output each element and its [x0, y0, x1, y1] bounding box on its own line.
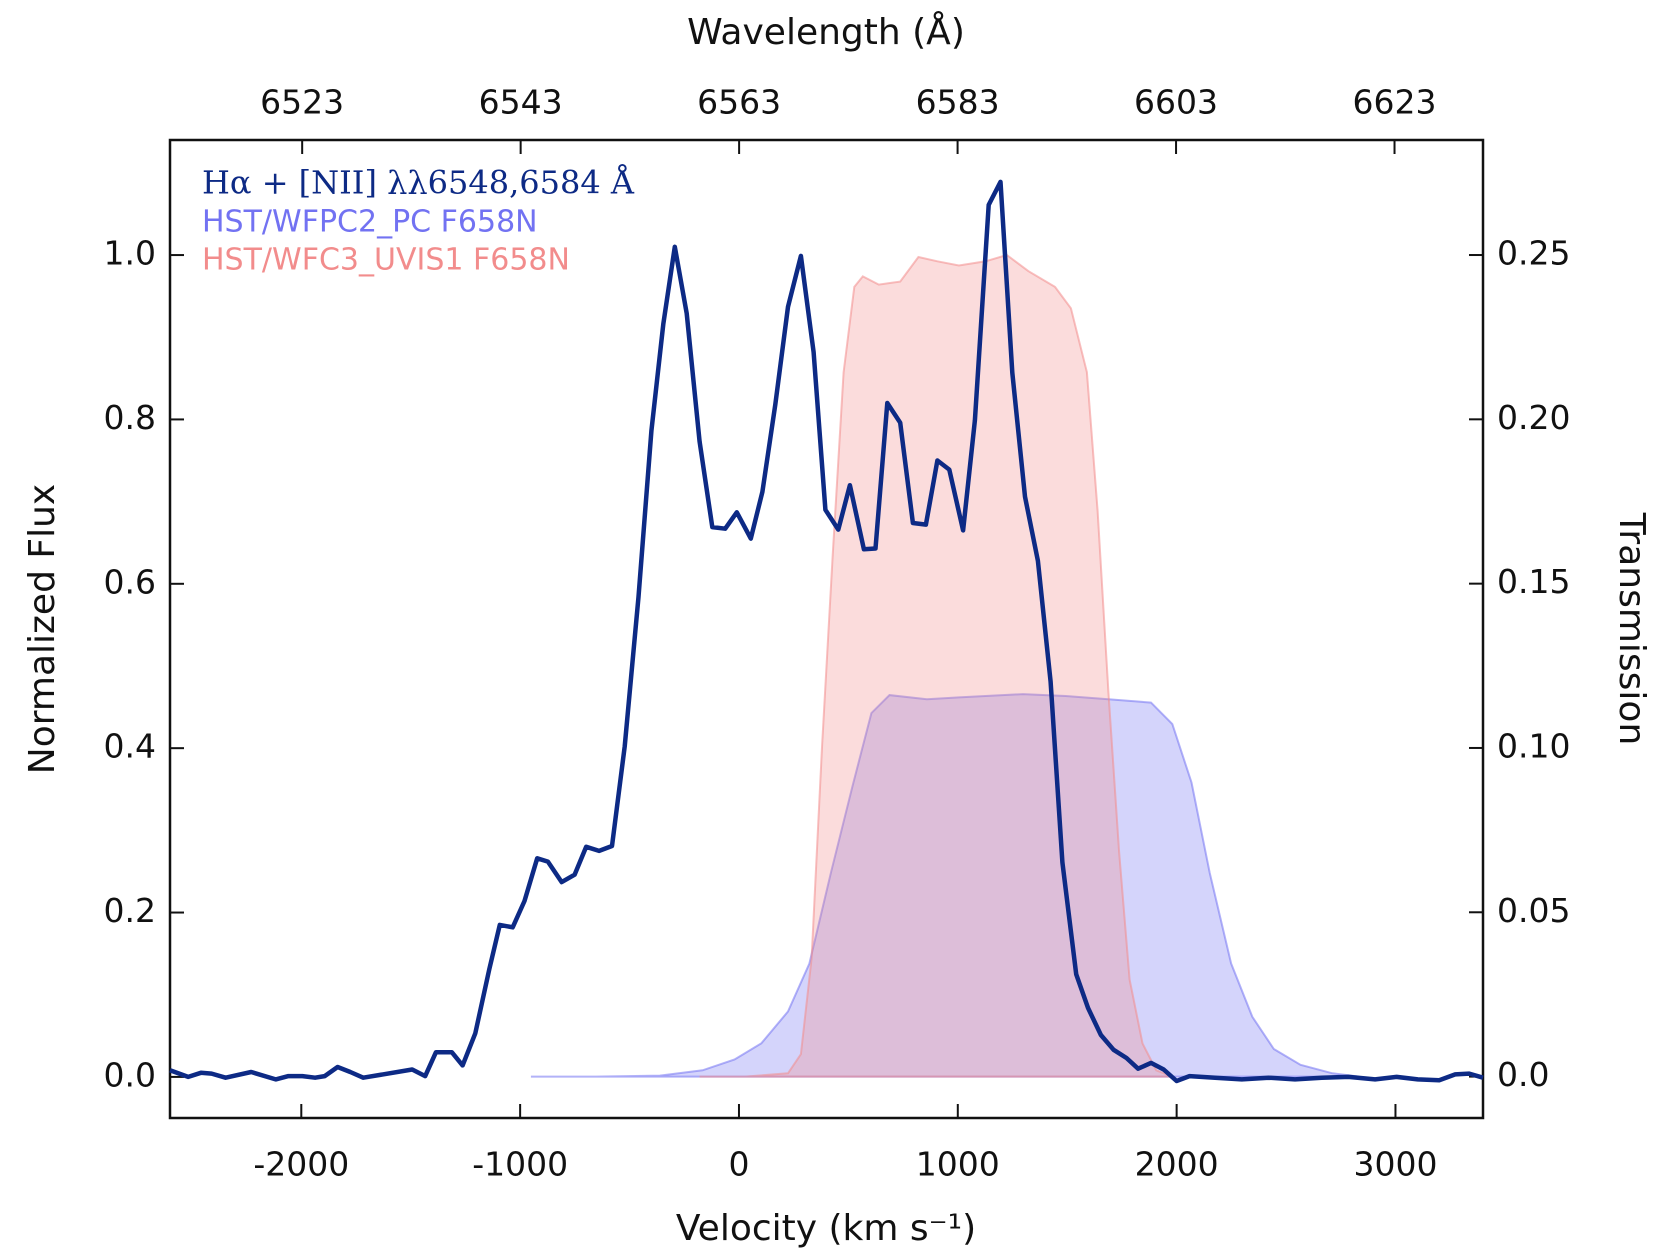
y2-tick-label: 0.0: [1497, 1055, 1549, 1094]
y-tick-label: 0.4: [104, 727, 156, 766]
y-tick-label: 0.8: [104, 398, 156, 437]
x-tick-label: 2000: [1135, 1145, 1219, 1184]
y2-tick-label: 0.05: [1497, 891, 1570, 930]
legend-entry: HST/WFPC2_PC F658N: [202, 205, 538, 240]
x-tick-label: -1000: [472, 1145, 568, 1184]
flux-line: [169, 179, 1484, 1084]
y-tick-label: 0.2: [104, 891, 156, 930]
x-tick-label: 3000: [1353, 1145, 1437, 1184]
x2-tick-label: 6603: [1134, 83, 1218, 122]
x-tick-label: 0: [728, 1145, 749, 1184]
x2-tick-label: 6583: [916, 83, 1000, 122]
x-tick-label: 1000: [916, 1145, 1000, 1184]
x2-tick-label: 6623: [1353, 83, 1437, 122]
y2-tick-label: 0.15: [1497, 562, 1570, 601]
y-tick-label: 0.0: [104, 1055, 156, 1094]
filter-area: [699, 253, 1173, 1078]
y2-tick-label: 0.10: [1497, 726, 1570, 765]
x2-tick-label: 6523: [260, 83, 344, 122]
y-axis-label: Normalized Flux: [22, 484, 63, 774]
x-axis-label: Velocity (km s⁻¹): [676, 1208, 976, 1249]
x2-tick-label: 6543: [479, 83, 563, 122]
y2-tick-label: 0.20: [1497, 398, 1570, 437]
filter-area: [530, 693, 1360, 1078]
y2-axis-label: Transmission: [1611, 512, 1652, 746]
x2-tick-label: 6563: [697, 83, 781, 122]
legend-entry: HST/WFC3_UVIS1 F658N: [202, 243, 570, 278]
y2-tick-label: 0.25: [1497, 234, 1570, 273]
x-tick-label: -2000: [253, 1145, 349, 1184]
x2-axis-label: Wavelength (Å): [687, 10, 965, 53]
legend-entry: Hα + [NII] λλ6548,6584 Å: [202, 164, 635, 202]
y-tick-label: 1.0: [104, 234, 156, 273]
areas: [530, 253, 1360, 1078]
plot-frame: [168, 138, 1485, 1120]
y-tick-label: 0.6: [104, 562, 156, 601]
